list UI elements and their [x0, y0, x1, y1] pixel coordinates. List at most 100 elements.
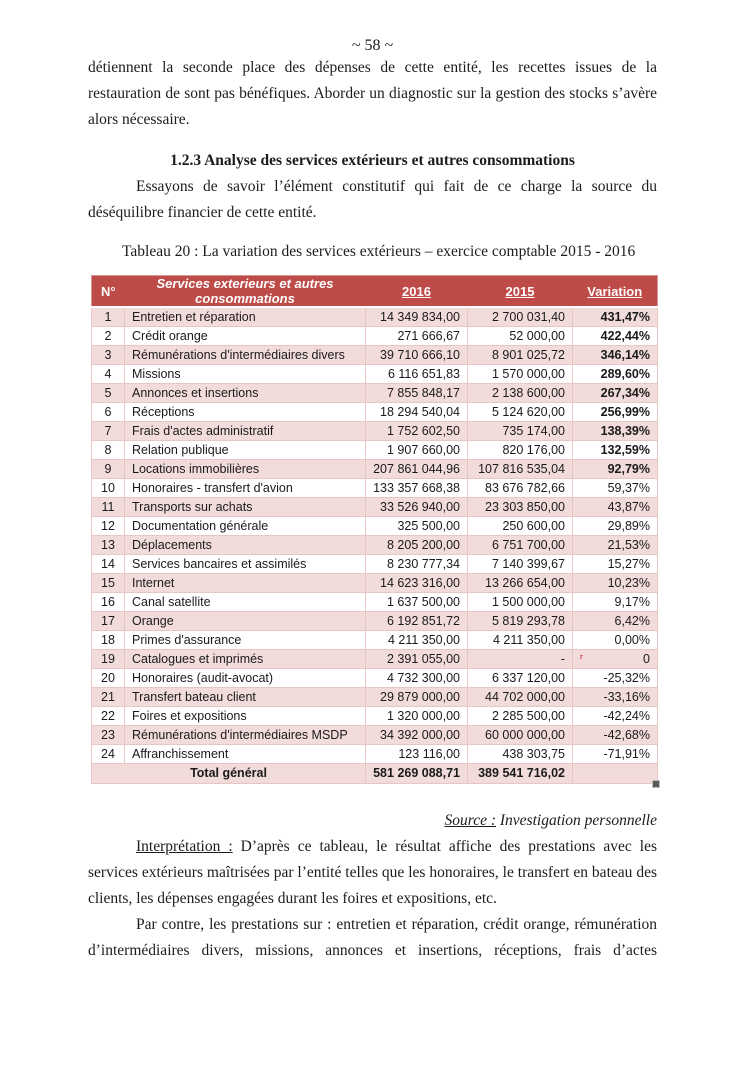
paragraph-interpretation: Interprétation : D’après ce tableau, le …: [88, 834, 657, 912]
cell-variation: 59,37%: [572, 478, 658, 498]
cell-2015: 2 700 031,40: [467, 306, 573, 327]
cell-number: 6: [91, 402, 125, 422]
cell-2016: 6 192 851,72: [365, 611, 468, 631]
table-header-row: N° Services exterieurs et autres consomm…: [91, 275, 658, 308]
interpretation-label: Interprétation :: [136, 838, 233, 855]
paragraph-essayons: Essayons de savoir l’élément constitutif…: [88, 178, 657, 221]
cell-2016: 39 710 666,10: [365, 345, 468, 365]
col-header-variation: Variation: [572, 275, 658, 308]
cell-label: Services bancaires et assimilés: [124, 554, 366, 574]
cell-2016: 207 861 044,96: [365, 459, 468, 479]
source-line: Source : Investigation personnelle: [88, 808, 657, 834]
table-caption: Tableau 20 : La variation des services e…: [122, 243, 636, 260]
cell-2015: 52 000,00: [467, 326, 573, 346]
cell-number: 23: [91, 725, 125, 745]
cell-2015: 13 266 654,00: [467, 573, 573, 593]
table-row: 5 Annonces et insertions 7 855 848,17 2 138…: [91, 383, 658, 403]
cell-number: 4: [91, 364, 125, 384]
cell-number: 10: [91, 478, 125, 498]
cell-2016: 123 116,00: [365, 744, 468, 764]
page-content: ~ 58 ~ détiennent la seconde place des d…: [88, 36, 660, 964]
cell-variation: -42,24%: [572, 706, 658, 726]
cell-variation: 132,59%: [572, 440, 658, 460]
cell-label: Transports sur achats: [124, 497, 366, 517]
table-row: 2 Crédit orange 271 666,67 52 000,00 422,44%: [91, 326, 658, 346]
table-row: 23 Rémunérations d'intermédiaires MSDP 34 …: [91, 725, 658, 745]
cell-2015: 44 702 000,00: [467, 687, 573, 707]
cell-2015: 250 600,00: [467, 516, 573, 536]
cell-2015: 5 819 293,78: [467, 611, 573, 631]
cell-number: 20: [91, 668, 125, 688]
cell-number: 22: [91, 706, 125, 726]
cell-variation: 289,60%: [572, 364, 658, 384]
total-2016: 581 269 088,71: [365, 763, 468, 784]
col-header-n: N°: [91, 275, 125, 308]
paragraph-intro: détiennent la seconde place des dépenses…: [88, 59, 657, 128]
cell-variation: 6,42%: [572, 611, 658, 631]
cell-label: Entretien et réparation: [124, 306, 366, 327]
comment-mark-icon: r: [580, 651, 583, 661]
table-row: 4 Missions 6 116 651,83 1 570 000,00 289,60%: [91, 364, 658, 384]
cell-2016: 18 294 540,04: [365, 402, 468, 422]
cell-variation: -42,68%: [572, 725, 658, 745]
table-row: 22 Foires et expositions 1 320 000,00 2 285…: [91, 706, 658, 726]
cell-variation: 43,87%: [572, 497, 658, 517]
cell-2016: 1 320 000,00: [365, 706, 468, 726]
cell-number: 12: [91, 516, 125, 536]
cell-label: Catalogues et imprimés: [124, 649, 366, 669]
cell-variation: 9,17%: [572, 592, 658, 612]
cell-number: 17: [91, 611, 125, 631]
table-resize-handle-icon: [652, 780, 660, 788]
cell-2015: 8 901 025,72: [467, 345, 573, 365]
cell-number: 21: [91, 687, 125, 707]
cell-2016: 133 357 668,38: [365, 478, 468, 498]
page-number: ~ 58 ~: [351, 37, 394, 54]
cell-variation: -33,16%: [572, 687, 658, 707]
cell-label: Internet: [124, 573, 366, 593]
col-header-2016: 2016: [365, 275, 468, 308]
cell-label: Locations immobilières: [124, 459, 366, 479]
cell-2015: 1 500 000,00: [467, 592, 573, 612]
cell-label: Relation publique: [124, 440, 366, 460]
table-row: 10 Honoraires - transfert d'avion 133 357 …: [91, 478, 658, 498]
table-row: 24 Affranchissement 123 116,00 438 303,75 -7…: [91, 744, 658, 764]
cell-variation: 267,34%: [572, 383, 658, 403]
cell-2016: 1 637 500,00: [365, 592, 468, 612]
table-row: 1 Entretien et réparation 14 349 834,00 2 7…: [91, 306, 658, 327]
cell-number: 11: [91, 497, 125, 517]
cell-2016: 325 500,00: [365, 516, 468, 536]
cell-2015: 2 138 600,00: [467, 383, 573, 403]
cell-number: 19: [91, 649, 125, 669]
cell-2015: 735 174,00: [467, 421, 573, 441]
cell-label: Orange: [124, 611, 366, 631]
cell-label: Rémunérations d'intermédiaires divers: [124, 345, 366, 365]
cell-variation: 92,79%: [572, 459, 658, 479]
cell-label: Primes d'assurance: [124, 630, 366, 650]
cell-variation: 256,99%: [572, 402, 658, 422]
cell-2015: 23 303 850,00: [467, 497, 573, 517]
table-row: 21 Transfert bateau client 29 879 000,00 44…: [91, 687, 658, 707]
table-row: 9 Locations immobilières 207 861 044,96 107…: [91, 459, 658, 479]
cell-2015: 60 000 000,00: [467, 725, 573, 745]
cell-2016: 34 392 000,00: [365, 725, 468, 745]
cell-label: Honoraires (audit-avocat): [124, 668, 366, 688]
document-page: { "page_number": "~ 58 ~", "paragraph_1"…: [0, 36, 745, 1089]
source-label: Source :: [444, 812, 496, 829]
cell-variation: 10,23%: [572, 573, 658, 593]
cell-2016: 4 732 300,00: [365, 668, 468, 688]
total-row: Total général 581 269 088,71 389 541 716…: [91, 763, 658, 784]
cell-number: 1: [91, 306, 125, 327]
col-header-services: Services exterieurs et autres consommati…: [124, 275, 366, 308]
interpretation-text: D’après ce tableau, le résultat affiche …: [88, 838, 657, 907]
cell-number: 7: [91, 421, 125, 441]
total-2015: 389 541 716,02: [467, 763, 573, 784]
cell-label: Transfert bateau client: [124, 687, 366, 707]
variation-table-wrap: N° Services exterieurs et autres consomm…: [91, 275, 660, 788]
cell-2016: 1 752 602,50: [365, 421, 468, 441]
cell-2016: 7 855 848,17: [365, 383, 468, 403]
cell-number: 16: [91, 592, 125, 612]
table-row: 3 Rémunérations d'intermédiaires divers 39…: [91, 345, 658, 365]
table-row: 20 Honoraires (audit-avocat) 4 732 300,00 6…: [91, 668, 658, 688]
cell-number: 2: [91, 326, 125, 346]
